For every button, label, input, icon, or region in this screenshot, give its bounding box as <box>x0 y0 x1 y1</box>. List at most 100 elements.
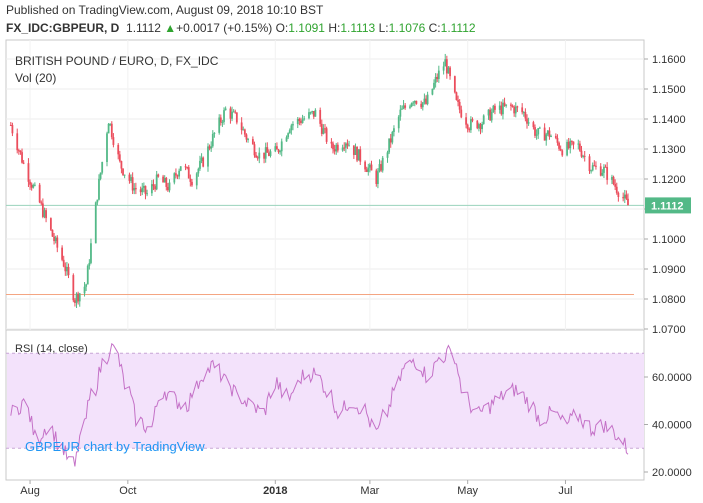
candle[interactable] <box>471 117 474 123</box>
candle[interactable] <box>298 117 301 126</box>
candle[interactable] <box>146 189 148 197</box>
candle[interactable] <box>457 95 459 107</box>
candle[interactable] <box>242 126 245 131</box>
candle[interactable] <box>389 133 392 148</box>
candle[interactable] <box>325 126 328 144</box>
candles[interactable] <box>9 53 629 309</box>
candle[interactable] <box>251 136 254 145</box>
candle[interactable] <box>357 149 360 161</box>
candle[interactable] <box>393 125 395 137</box>
candle[interactable] <box>85 283 88 292</box>
candle[interactable] <box>16 128 19 154</box>
candle[interactable] <box>21 148 23 164</box>
candle[interactable] <box>370 160 373 171</box>
candle[interactable] <box>19 150 22 155</box>
candle[interactable] <box>380 160 383 173</box>
candle[interactable] <box>617 191 620 202</box>
candle[interactable] <box>604 164 607 168</box>
candle[interactable] <box>243 128 246 138</box>
candle[interactable] <box>83 282 86 297</box>
candle[interactable] <box>314 108 317 117</box>
candle[interactable] <box>29 179 31 190</box>
candle[interactable] <box>290 123 293 135</box>
candle[interactable] <box>175 168 177 179</box>
candle[interactable] <box>378 159 381 173</box>
candle[interactable] <box>412 101 415 106</box>
candle[interactable] <box>397 115 400 133</box>
candle[interactable] <box>144 185 147 200</box>
candle[interactable] <box>269 149 272 158</box>
candle[interactable] <box>377 168 379 189</box>
candle[interactable] <box>123 174 126 179</box>
candle[interactable] <box>207 143 209 172</box>
candle[interactable] <box>425 95 427 105</box>
candle[interactable] <box>157 173 160 178</box>
candle[interactable] <box>623 189 626 204</box>
candle[interactable] <box>556 134 559 146</box>
candle[interactable] <box>437 65 440 83</box>
candle[interactable] <box>154 184 156 192</box>
candle[interactable] <box>184 163 187 171</box>
candle[interactable] <box>319 107 322 127</box>
candle[interactable] <box>458 99 461 114</box>
candle[interactable] <box>245 133 248 143</box>
candle[interactable] <box>51 229 54 237</box>
candle[interactable] <box>566 139 568 157</box>
candle[interactable] <box>128 172 131 184</box>
candle[interactable] <box>434 73 437 88</box>
candle[interactable] <box>449 65 451 80</box>
candle[interactable] <box>117 143 120 160</box>
candle[interactable] <box>559 145 562 152</box>
candle[interactable] <box>324 123 326 134</box>
candle[interactable] <box>622 192 625 202</box>
candle[interactable] <box>189 174 192 187</box>
candle[interactable] <box>466 123 469 133</box>
candle[interactable] <box>211 130 214 148</box>
candle[interactable] <box>487 109 490 120</box>
candle[interactable] <box>569 138 572 154</box>
candle[interactable] <box>199 155 201 171</box>
candle[interactable] <box>22 160 25 165</box>
candle[interactable] <box>9 121 12 126</box>
candle[interactable] <box>301 114 304 124</box>
candle[interactable] <box>627 193 629 206</box>
candle[interactable] <box>364 160 366 173</box>
candle[interactable] <box>478 122 480 132</box>
candle[interactable] <box>200 153 203 164</box>
candle[interactable] <box>32 183 35 189</box>
candle[interactable] <box>583 151 586 162</box>
candle[interactable] <box>333 144 336 155</box>
candle[interactable] <box>514 102 517 118</box>
candle[interactable] <box>17 148 20 155</box>
candle[interactable] <box>27 158 30 188</box>
candle[interactable] <box>482 114 485 125</box>
candle[interactable] <box>490 108 493 123</box>
candle[interactable] <box>500 101 503 116</box>
candle[interactable] <box>155 170 158 191</box>
candle[interactable] <box>330 138 333 149</box>
candle[interactable] <box>38 182 41 204</box>
candle[interactable] <box>72 273 75 303</box>
candle[interactable] <box>365 166 368 173</box>
candle[interactable] <box>381 156 384 173</box>
candle[interactable] <box>516 105 519 113</box>
candle[interactable] <box>264 142 267 163</box>
candle[interactable] <box>308 108 310 120</box>
candle[interactable] <box>558 141 560 151</box>
candle[interactable] <box>505 104 508 108</box>
candle[interactable] <box>550 134 552 138</box>
candle[interactable] <box>109 123 112 127</box>
candle[interactable] <box>179 166 182 172</box>
candle[interactable] <box>420 100 423 109</box>
candle[interactable] <box>526 114 528 129</box>
candle[interactable] <box>599 163 602 177</box>
candle[interactable] <box>614 179 617 191</box>
candle[interactable] <box>625 190 628 201</box>
candle[interactable] <box>524 108 527 122</box>
candle[interactable] <box>101 161 104 175</box>
candle[interactable] <box>521 103 524 115</box>
candle[interactable] <box>277 148 280 154</box>
candle[interactable] <box>455 91 458 101</box>
candle[interactable] <box>296 116 299 129</box>
candle[interactable] <box>139 186 142 196</box>
